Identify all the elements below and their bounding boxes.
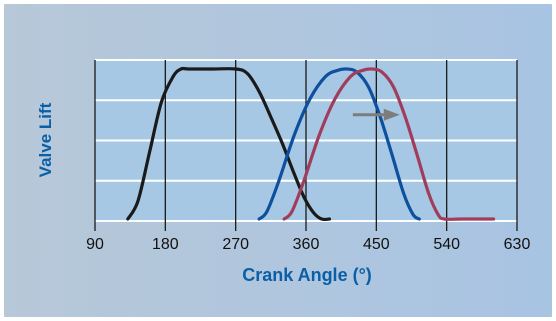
x-axis-label: Crank Angle (°) [242,265,372,285]
x-tick-label: 630 [504,236,531,253]
x-tick-label: 360 [293,236,320,253]
series-line-2 [257,67,421,221]
x-tick-labels: 90 180 270 360 450 540 630 [86,236,530,253]
series-line-1 [126,66,332,222]
series-line-3 [282,67,496,221]
grid [94,59,518,231]
x-tick-label: 540 [433,236,460,253]
x-tick-label: 450 [363,236,390,253]
annotations [352,108,400,121]
x-tick-label: 90 [86,236,104,253]
x-tick-label: 270 [222,236,249,253]
series-lines [126,66,496,222]
shift-arrow-head [383,108,400,121]
y-axis-label: Valve Lift [36,102,55,177]
x-tick-label: 180 [152,236,179,253]
